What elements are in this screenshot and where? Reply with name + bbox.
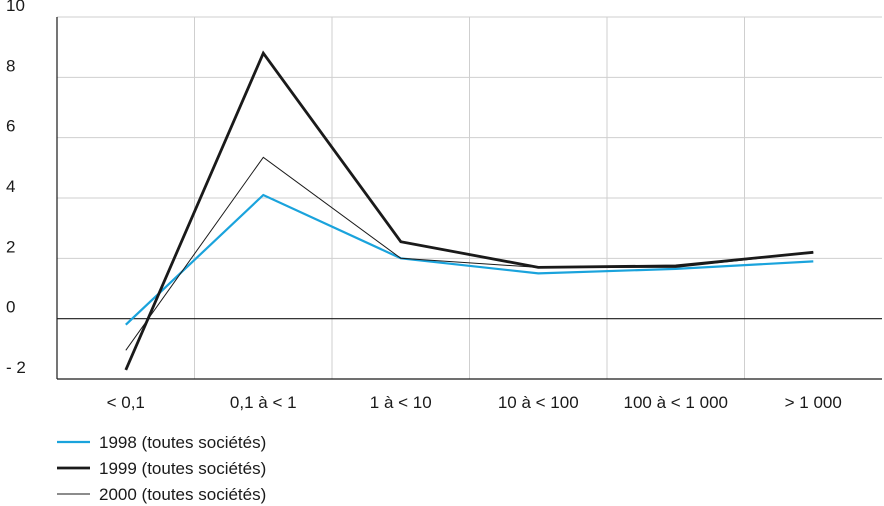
x-tick-label: 0,1 à < 1 xyxy=(230,393,297,412)
y-tick-label: 2 xyxy=(6,237,15,256)
x-tick-label: 1 à < 10 xyxy=(370,393,432,412)
series-line xyxy=(125,156,814,351)
y-axis-ticks: - 2 0 2 4 6 8 10 xyxy=(6,0,26,377)
series-line xyxy=(125,193,814,326)
y-tick-label: 8 xyxy=(6,56,15,75)
legend-label: 1998 (toutes sociétés) xyxy=(99,433,266,452)
y-tick-label: 4 xyxy=(6,177,15,196)
x-axis-ticks: < 0,1 0,1 à < 1 1 à < 10 10 à < 100 100 à < … xyxy=(107,393,842,412)
x-tick-label: 10 à < 100 xyxy=(498,393,579,412)
x-tick-label: > 1 000 xyxy=(785,393,842,412)
legend-label: 1999 (toutes sociétés) xyxy=(99,459,266,478)
axes xyxy=(56,17,882,380)
y-tick-label: 6 xyxy=(6,117,15,136)
y-tick-label: - 2 xyxy=(6,358,26,377)
y-tick-label: 0 xyxy=(6,298,15,317)
grid xyxy=(57,16,882,379)
series-line xyxy=(124,50,814,371)
x-tick-label: 100 à < 1 000 xyxy=(624,393,728,412)
legend-label: 2000 (toutes sociétés) xyxy=(99,485,266,504)
legend: 1998 (toutes sociétés) 1999 (toutes socié… xyxy=(57,433,266,504)
series-lines xyxy=(124,50,814,371)
y-tick-label: 10 xyxy=(6,0,25,15)
x-tick-label: < 0,1 xyxy=(107,393,145,412)
